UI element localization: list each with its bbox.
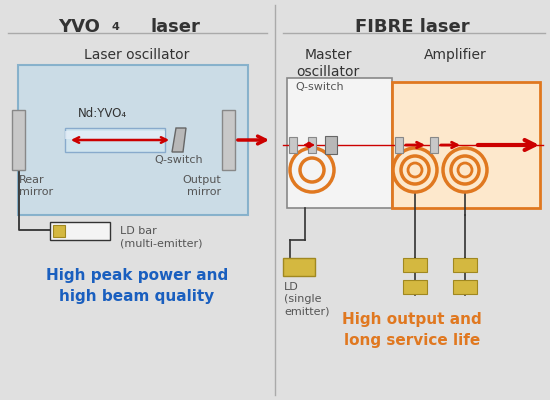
Text: FIBRE laser: FIBRE laser [355,18,469,36]
Text: Laser oscillator: Laser oscillator [84,48,190,62]
Bar [53,225,65,237]
Text: LD bar
(multi-emitter): LD bar (multi-emitter) [120,226,202,248]
Text: LD
(single
emitter): LD (single emitter) [284,282,329,317]
Text: laser: laser [150,18,200,36]
Bar [453,280,477,294]
Bar [325,136,337,154]
Bar [308,137,316,153]
Bar [283,258,315,276]
Text: Q-switch: Q-switch [155,155,204,165]
Bar [65,128,165,152]
Bar [403,280,427,294]
Text: Q-switch: Q-switch [295,82,344,92]
Text: Master
oscillator: Master oscillator [296,48,360,79]
Text: YVO: YVO [58,18,100,36]
Bar [287,78,392,208]
Bar [395,137,403,153]
Text: Nd:YVO₄: Nd:YVO₄ [78,107,127,120]
Bar [430,137,438,153]
Bar [222,110,235,170]
Polygon shape [172,128,186,152]
Bar [453,258,477,272]
Bar [392,82,540,208]
Text: Output
mirror: Output mirror [182,175,221,198]
Bar [403,258,427,272]
Text: High peak power and
high beam quality: High peak power and high beam quality [46,268,228,304]
Bar [50,222,110,240]
Text: Amplifier: Amplifier [424,48,486,62]
Bar [12,110,25,170]
Bar [289,137,297,153]
Text: 4: 4 [111,22,119,32]
Bar [65,131,165,139]
Text: Rear
mirror: Rear mirror [19,175,53,198]
Text: High output and
long service life: High output and long service life [342,312,482,348]
Bar [18,65,248,215]
